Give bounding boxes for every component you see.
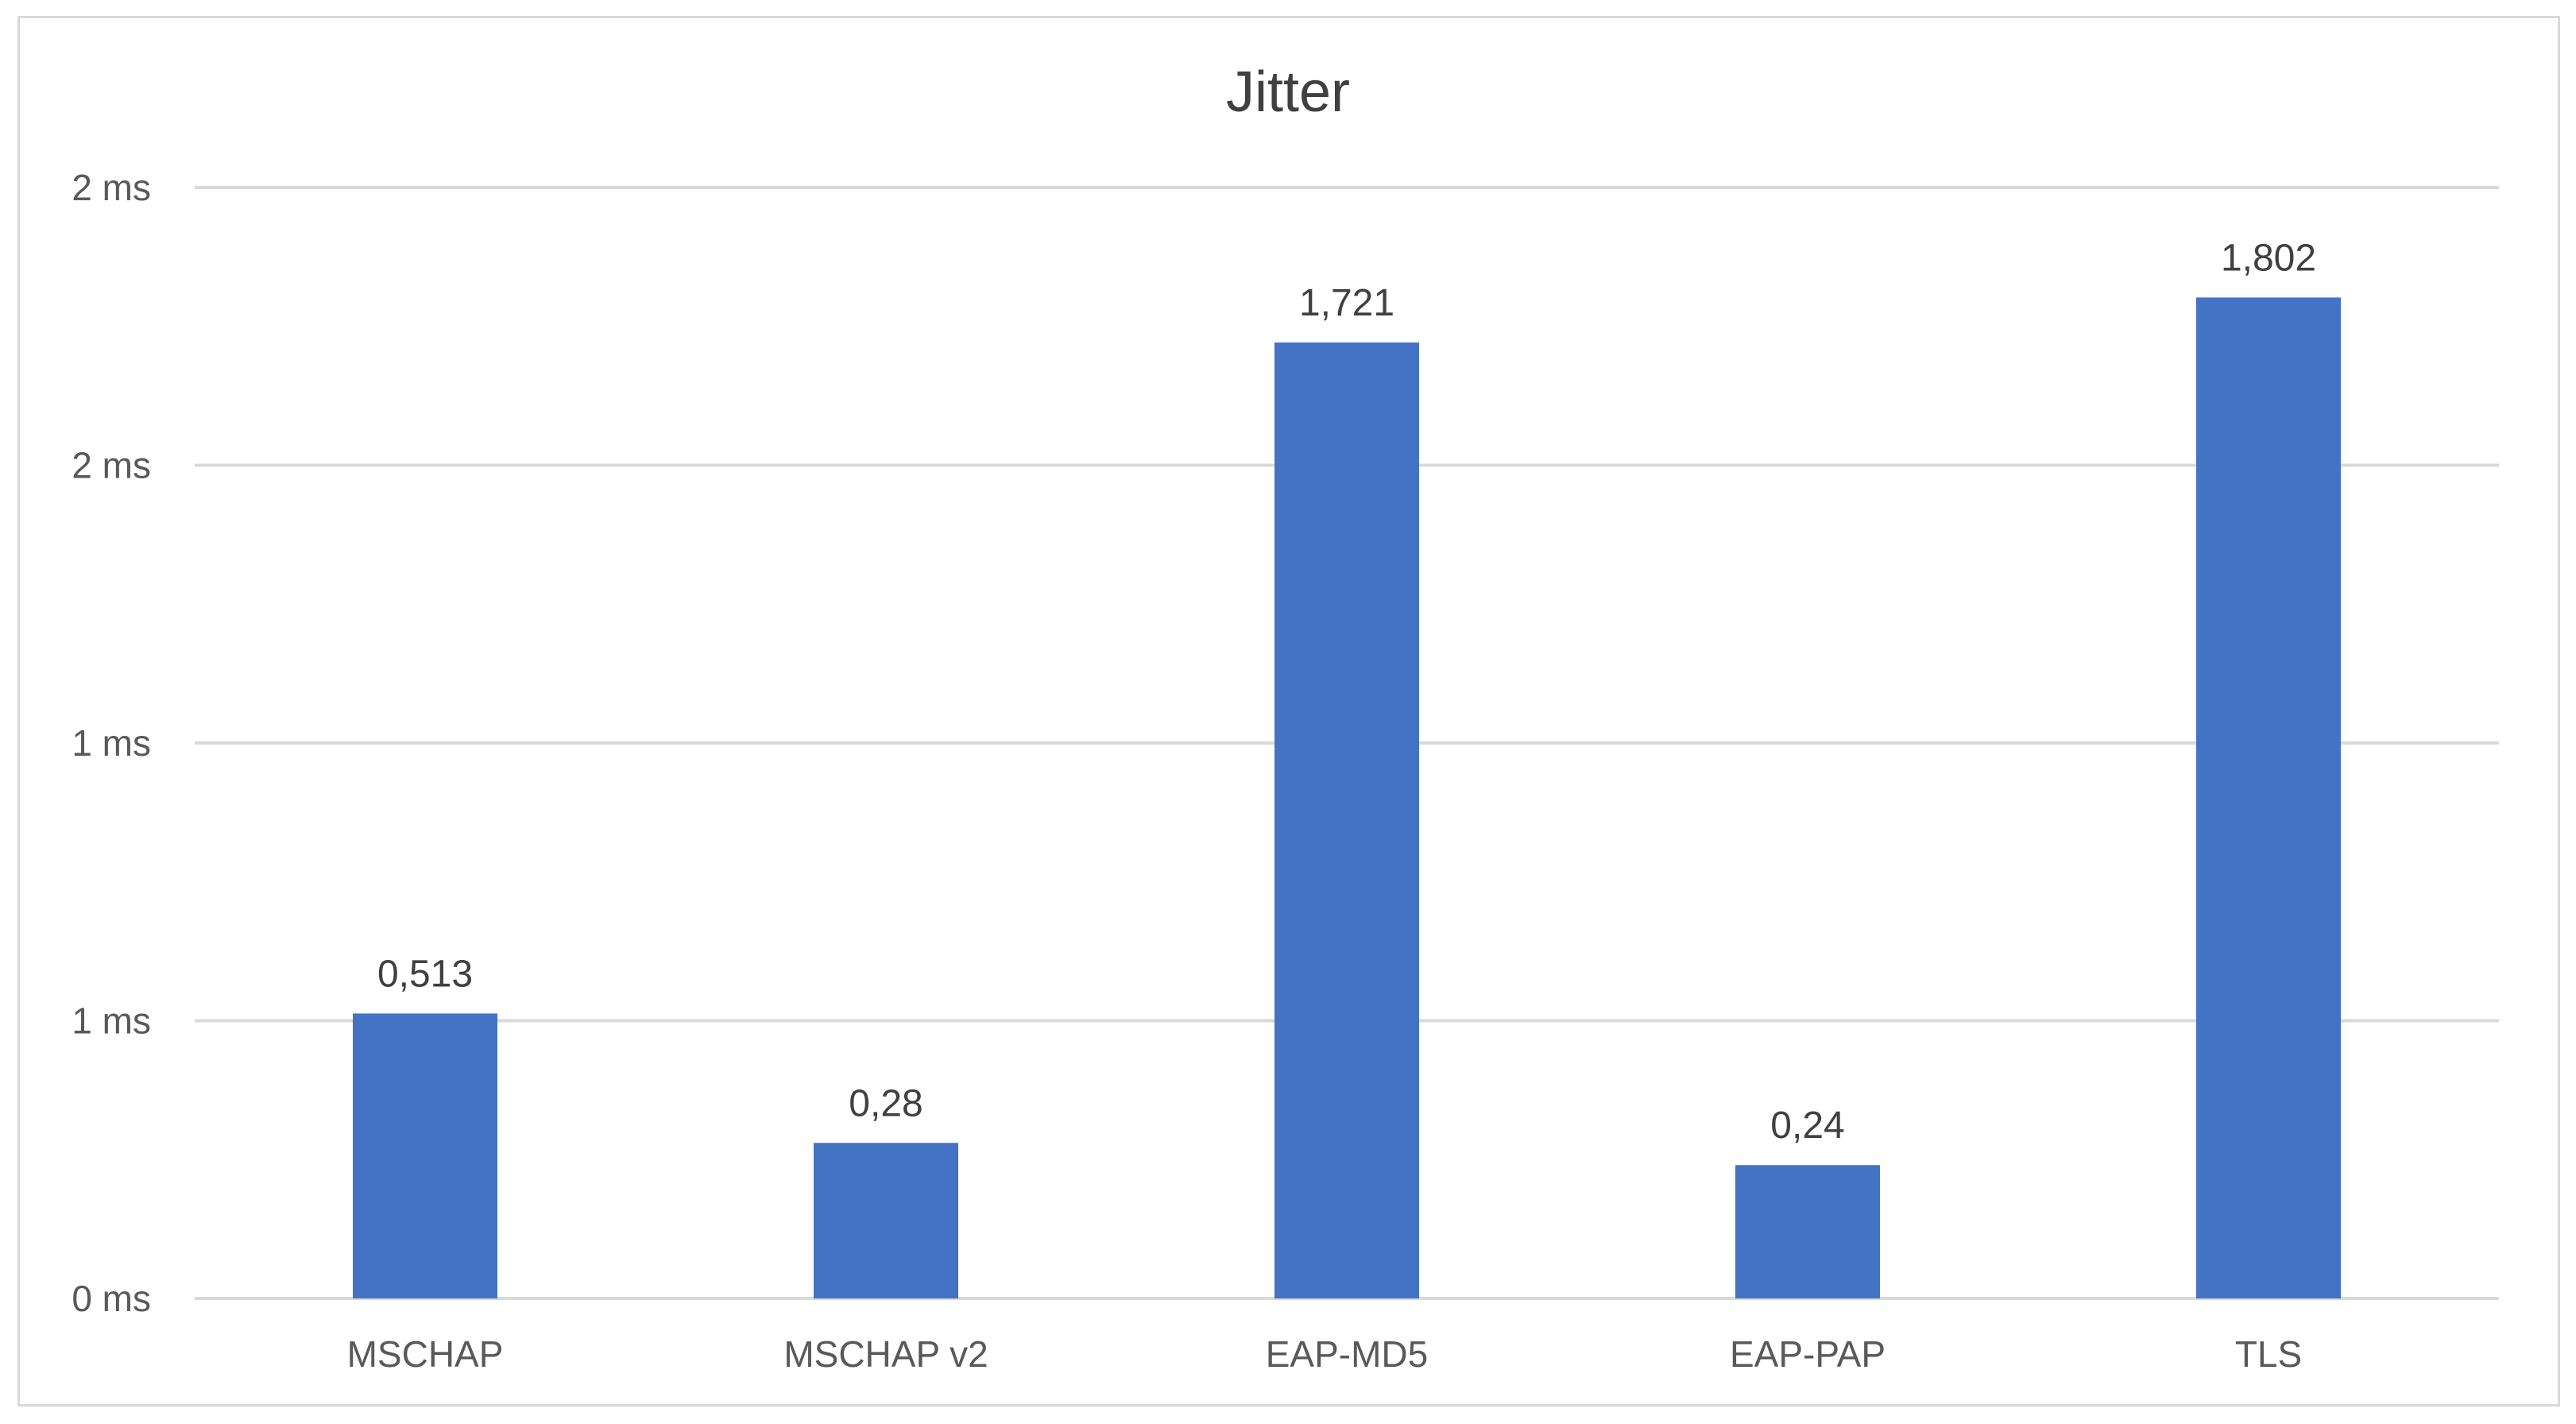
y-tick-label: 1 ms xyxy=(72,722,151,764)
x-tick-label: MSCHAP xyxy=(347,1333,504,1375)
bars xyxy=(353,297,2341,1299)
y-tick-label: 2 ms xyxy=(72,445,151,486)
bar-value-label: 1,802 xyxy=(2221,237,2316,279)
bar xyxy=(814,1143,958,1298)
bar xyxy=(2196,297,2341,1299)
x-tick-label: MSCHAP v2 xyxy=(783,1333,988,1375)
x-tick-label: TLS xyxy=(2235,1333,2302,1375)
y-tick-label: 0 ms xyxy=(72,1278,151,1319)
chart-title: Jitter xyxy=(1226,60,1350,124)
bar-value-label: 1,721 xyxy=(1299,282,1394,324)
bar xyxy=(1274,342,1419,1298)
x-axis-ticks: MSCHAP MSCHAP v2 EAP-MD5 EAP-PAP TLS xyxy=(347,1333,2303,1375)
bar-value-label: 0,513 xyxy=(377,953,473,995)
bar-value-label: 0,24 xyxy=(1770,1105,1844,1147)
x-tick-label: EAP-PAP xyxy=(1730,1333,1886,1375)
bar-value-label: 0,28 xyxy=(849,1082,922,1124)
y-tick-label: 2 ms xyxy=(72,167,151,208)
bar xyxy=(353,1013,497,1298)
x-tick-label: EAP-MD5 xyxy=(1266,1333,1428,1375)
data-labels: 0,513 0,28 1,721 0,24 1,802 xyxy=(377,237,2316,1147)
y-axis-ticks: 0 ms 1 ms 1 ms 2 ms 2 ms xyxy=(72,167,151,1319)
y-tick-label: 1 ms xyxy=(72,1000,151,1042)
bar xyxy=(1735,1165,1880,1298)
